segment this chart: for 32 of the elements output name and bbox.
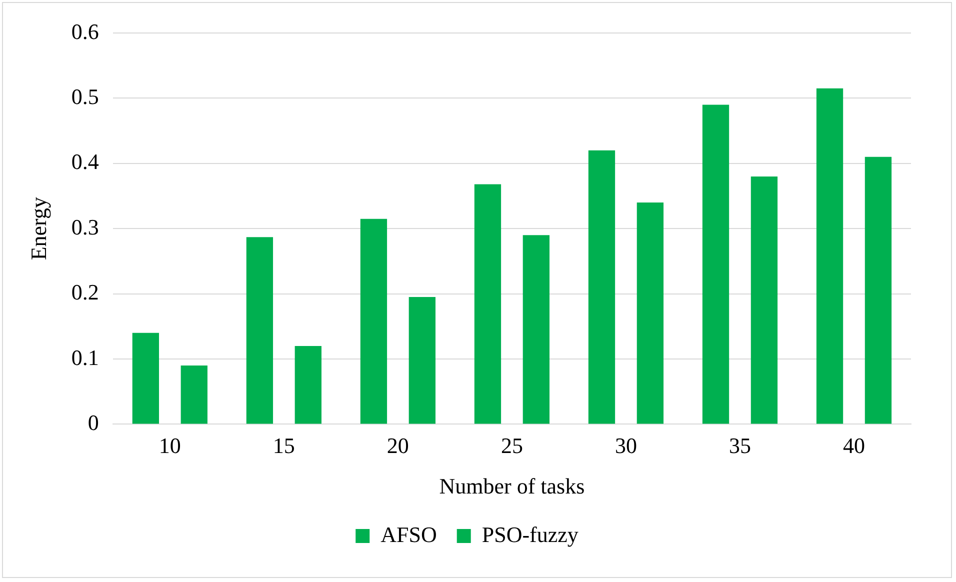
bar xyxy=(864,156,892,424)
x-tick-label: 25 xyxy=(500,433,523,458)
x-tick-label: 15 xyxy=(272,433,295,458)
y-tick-label: 0.4 xyxy=(71,149,99,174)
y-tick-label: 0.5 xyxy=(71,84,99,109)
y-tick-label: 0.2 xyxy=(71,280,99,305)
bar xyxy=(816,88,844,424)
bar xyxy=(408,297,436,424)
y-tick-label: 0 xyxy=(88,410,99,435)
bar xyxy=(474,184,502,424)
x-axis-title: Number of tasks xyxy=(439,474,585,499)
bar xyxy=(246,237,274,424)
bar xyxy=(750,176,778,424)
x-tick-label: 35 xyxy=(728,433,751,458)
bar xyxy=(180,366,208,424)
x-tick-label: 20 xyxy=(386,433,409,458)
bar xyxy=(588,150,616,424)
x-tick-label: 10 xyxy=(158,433,181,458)
y-tick-label: 0.3 xyxy=(71,214,99,240)
bar xyxy=(132,332,160,424)
legend-label: PSO-fuzzy xyxy=(482,522,578,547)
y-tick-label: 0.6 xyxy=(71,18,99,44)
x-tick-label: 40 xyxy=(842,433,865,458)
y-tick-label: 0.1 xyxy=(71,344,99,370)
bar xyxy=(636,202,664,424)
bar xyxy=(360,218,388,424)
bar xyxy=(702,104,730,424)
y-axis-title: Energy xyxy=(26,197,51,260)
bar xyxy=(522,235,550,424)
bar xyxy=(294,346,322,424)
x-tick-label: 30 xyxy=(614,433,637,458)
legend-label: AFSO xyxy=(380,522,437,547)
